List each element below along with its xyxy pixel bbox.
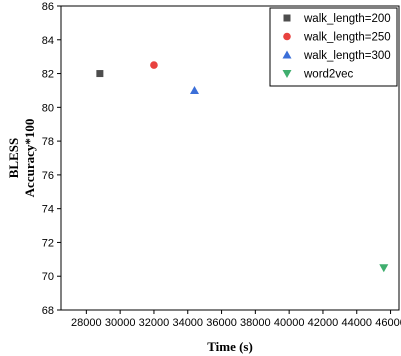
legend-label: walk_length=250: [303, 32, 391, 44]
data-points: [96, 61, 389, 273]
legend-label: walk_length=300: [303, 50, 391, 62]
y-tick-label: 68: [42, 305, 54, 317]
legend-marker: [283, 14, 291, 22]
legend-box: [269, 7, 398, 87]
data-point: [379, 264, 389, 273]
legend: walk_length=200 walk_length=250 walk_lengt…: [269, 7, 398, 87]
y-tick-label: 72: [42, 237, 54, 249]
y-tick-label: 78: [42, 136, 54, 148]
y-tick-label: 80: [42, 102, 54, 114]
y-tick-label: 76: [42, 170, 54, 182]
x-tick-label: 34000: [172, 317, 203, 329]
y-axis-label-line2: Accuracy*100: [22, 119, 37, 198]
plot-frame: [60, 5, 400, 311]
data-point: [96, 70, 104, 78]
y-tick-label: 86: [42, 1, 54, 13]
legend-marker: [283, 32, 291, 41]
data-point: [190, 85, 200, 94]
legend-label: word2vec: [303, 69, 353, 81]
legend-label: walk_length=200: [303, 13, 391, 25]
legend-marker: [282, 50, 292, 59]
y-tick-label: 74: [42, 204, 54, 216]
y-axis-label-line1: BLESS: [6, 138, 21, 178]
x-tick-label: 42000: [308, 317, 339, 329]
y-tick-label: 84: [42, 35, 54, 47]
y-tick-label: 82: [42, 69, 54, 81]
x-tick-label: 30000: [105, 317, 136, 329]
x-tick-label: 36000: [206, 317, 237, 329]
x-tick-label: 28000: [71, 317, 102, 329]
axis-ticks: 28000 30000 32000 34000 36000 38000 40000 42000…: [42, 1, 401, 329]
x-tick-label: 40000: [274, 317, 305, 329]
x-tick-label: 32000: [139, 317, 170, 329]
x-tick-label: 38000: [240, 317, 271, 329]
x-tick-label: 46000: [375, 317, 401, 329]
y-tick-label: 70: [42, 271, 54, 283]
x-axis-label: Time (s): [207, 339, 253, 354]
data-point: [150, 61, 158, 69]
x-tick-label: 44000: [341, 317, 372, 329]
legend-marker: [282, 70, 292, 78]
